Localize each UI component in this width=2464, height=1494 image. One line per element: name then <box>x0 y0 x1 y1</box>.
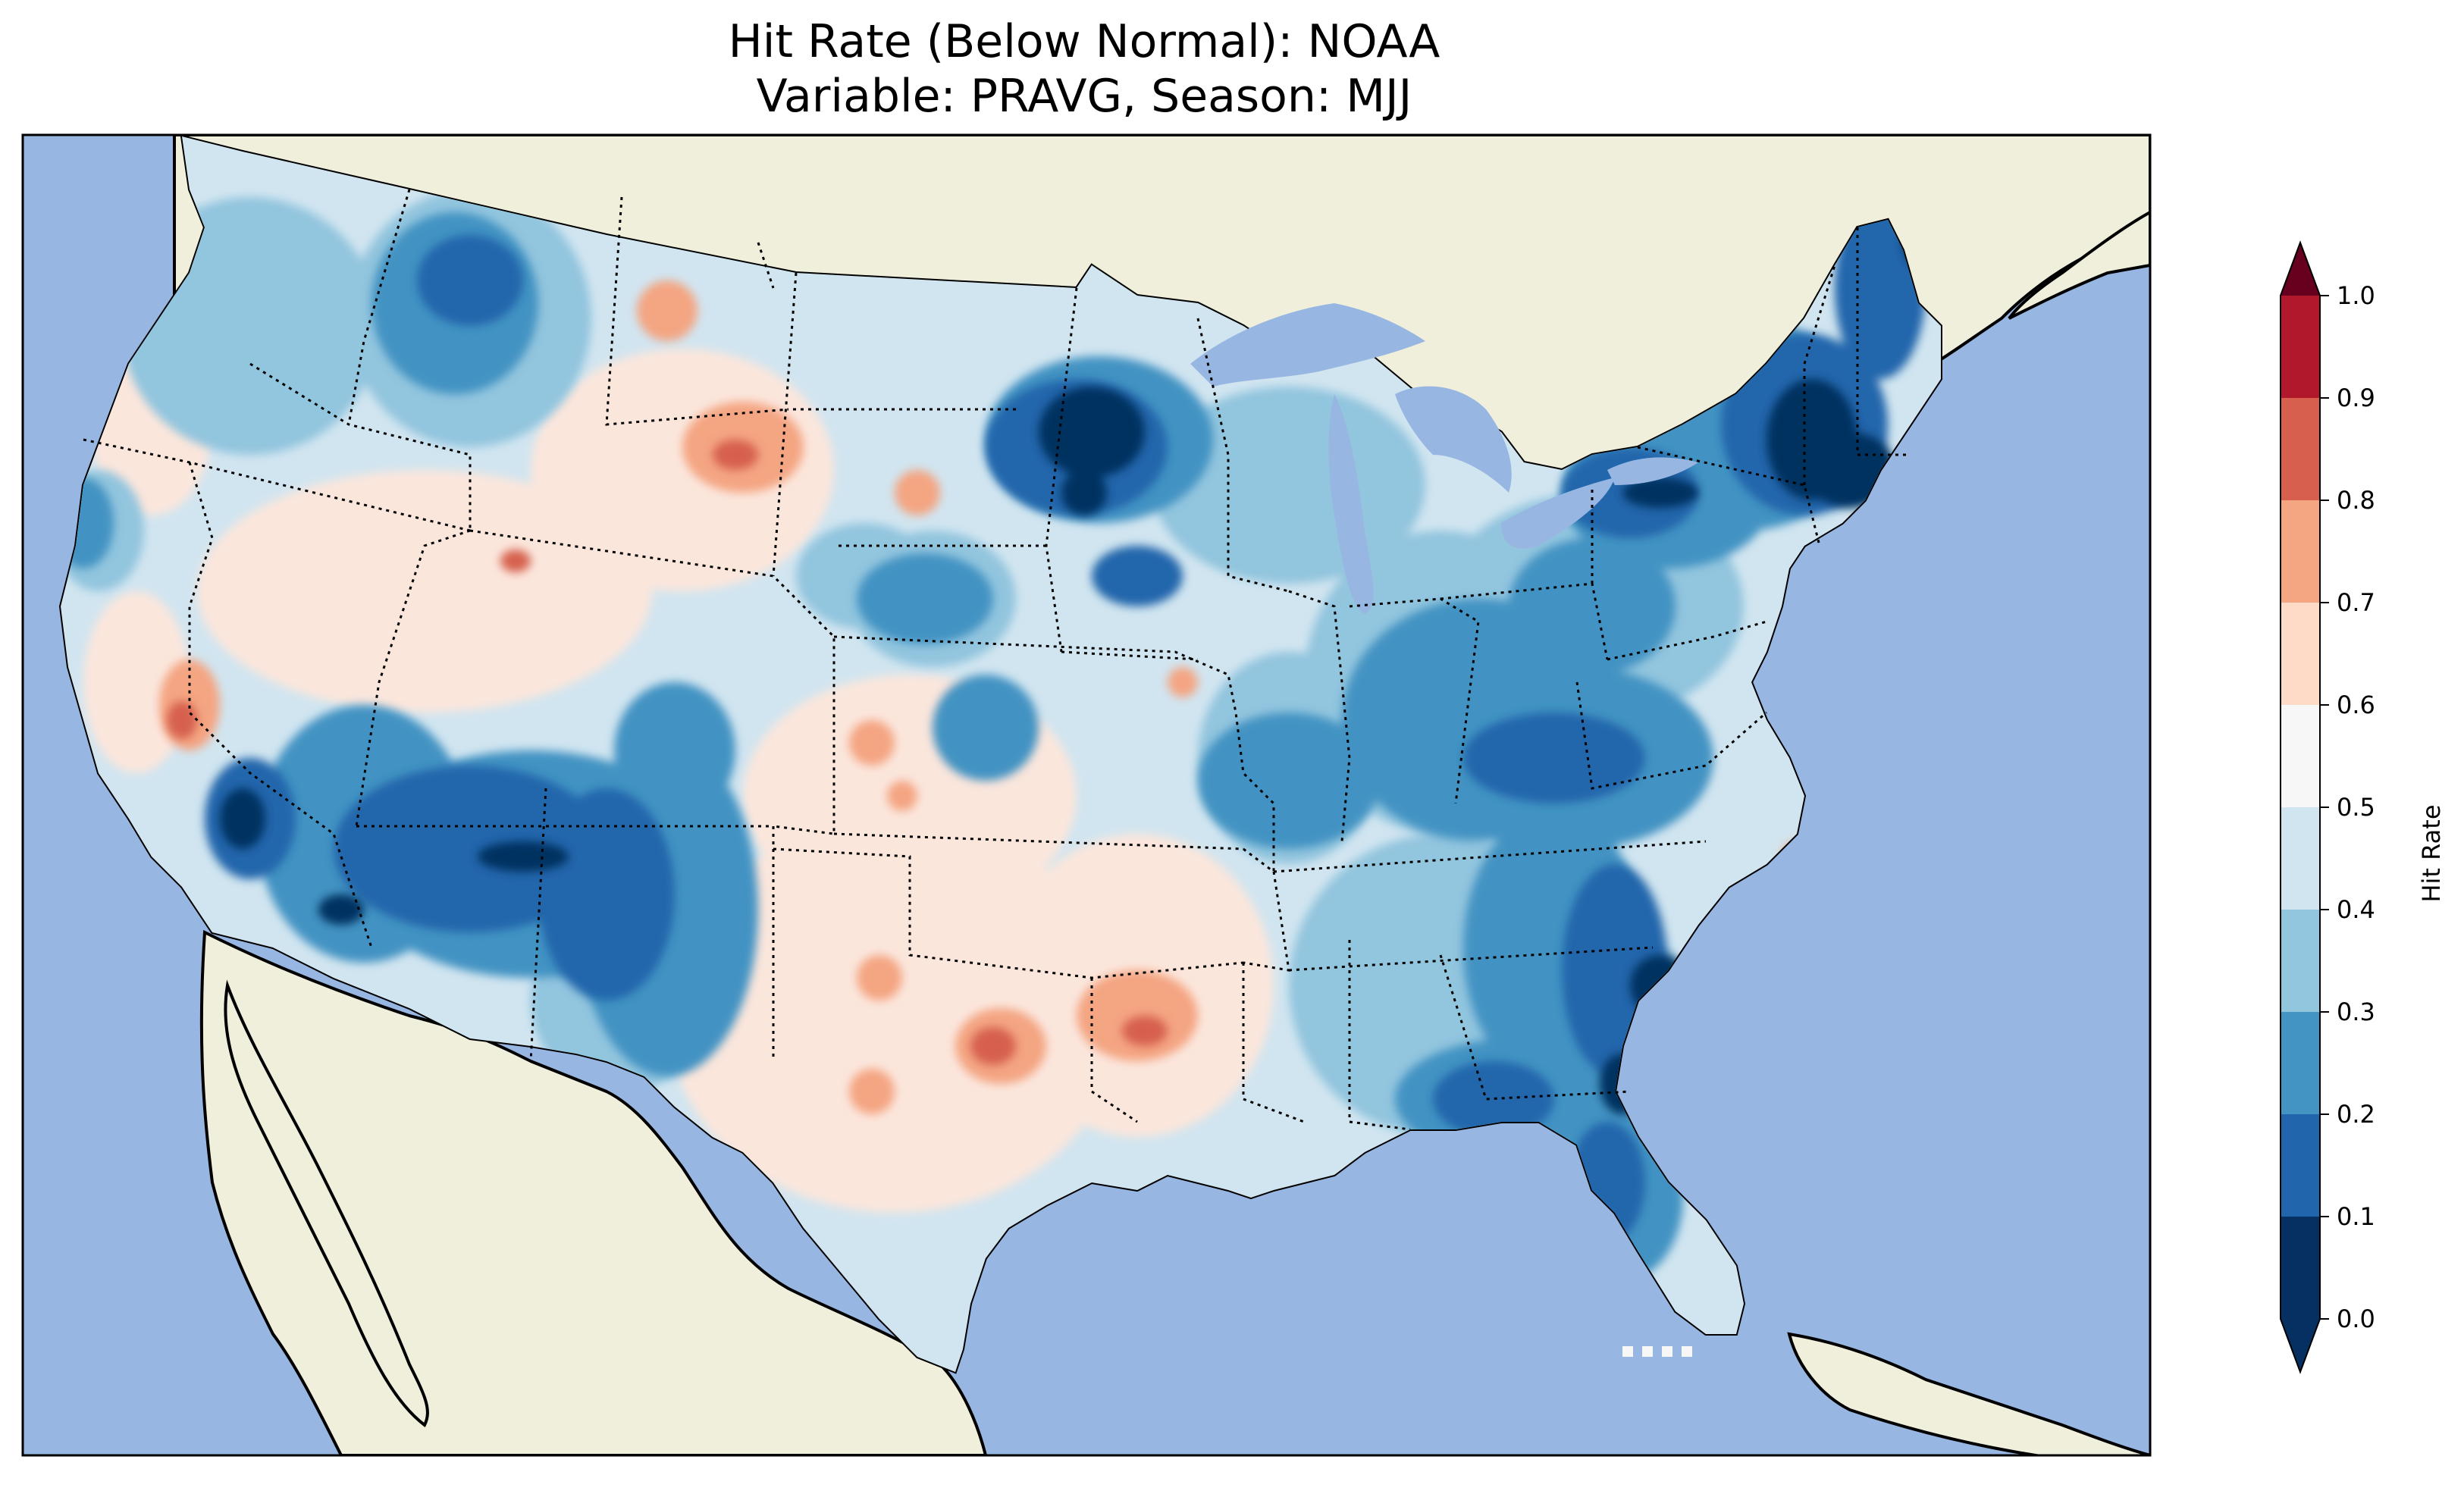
colorbar-bin <box>2281 1012 2320 1114</box>
colorbar-bin <box>2281 398 2320 500</box>
great-lakes <box>1190 303 1698 614</box>
colorbar-bin <box>2281 500 2320 603</box>
colorbar-tick-label: 0.4 <box>2337 895 2375 924</box>
colorbar-bin <box>2281 705 2320 807</box>
map-subtitle: Variable: PRAVG, Season: MJJ <box>756 70 1412 123</box>
colorbar-tick-label: 0.7 <box>2337 588 2375 617</box>
map-title: Hit Rate (Below Normal): NOAA <box>728 15 1440 68</box>
colorbar-tick-label: 0.0 <box>2337 1305 2375 1333</box>
colorbar-bin <box>2281 807 2320 910</box>
colorbar-bin <box>2281 1217 2320 1319</box>
colorbar: 0.0 0.1 0.2 0.3 0.4 0.5 0.6 0.7 0.8 0.9 1.0 <box>2280 240 2375 1374</box>
colorbar-tick-label: 0.5 <box>2337 793 2375 822</box>
colorbar-tick-label: 0.8 <box>2337 486 2375 515</box>
colorbar-tick-label: 0.9 <box>2337 384 2375 412</box>
map-panel <box>23 135 2150 1455</box>
map-frame <box>21 133 2152 1457</box>
colorbar-extend-max <box>2281 243 2320 296</box>
colorbar-bin <box>2281 296 2320 398</box>
colorbar-tick-label: 0.6 <box>2337 691 2375 719</box>
colorbar-label: Hit Rate <box>2417 804 2446 902</box>
colorbar-tick-label: 1.0 <box>2337 281 2375 310</box>
florida-keys <box>1622 1346 1692 1357</box>
colorbar-tick-label: 0.3 <box>2337 998 2375 1026</box>
colorbar-tick-label: 0.2 <box>2337 1100 2375 1129</box>
colorbar-bin <box>2281 603 2320 705</box>
colorbar-extend-min <box>2281 1319 2320 1372</box>
colorbar-bin <box>2281 910 2320 1012</box>
state-borders <box>83 189 1911 1131</box>
colorbar-tick-label: 0.1 <box>2337 1202 2375 1231</box>
colorbar-bin <box>2281 1114 2320 1217</box>
